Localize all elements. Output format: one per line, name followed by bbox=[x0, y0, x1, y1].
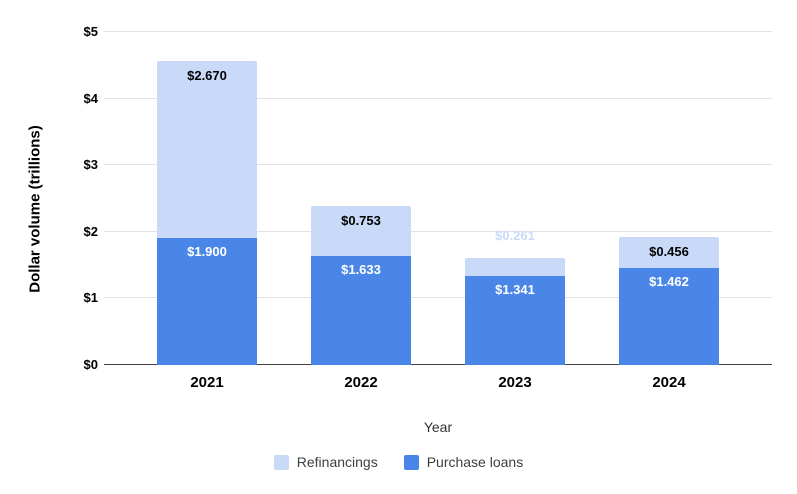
x-tick-label: 2022 bbox=[344, 374, 378, 391]
y-tick-label: $4 bbox=[83, 90, 98, 106]
gridline bbox=[104, 297, 772, 299]
x-tick-label: 2021 bbox=[190, 374, 224, 391]
x-axis-line bbox=[104, 364, 772, 365]
bar-segment-refinancings bbox=[157, 60, 257, 239]
legend-label: Refinancings bbox=[296, 454, 378, 470]
value-label-refinancings: $0.261 bbox=[495, 228, 535, 244]
bar-group-2021: $2.670 $1.900 2021 bbox=[157, 32, 257, 391]
value-label-purchase-loans: $1.462 bbox=[649, 273, 689, 289]
x-tick-label: 2024 bbox=[652, 374, 686, 391]
x-tick-label: 2023 bbox=[498, 374, 532, 391]
y-tick-label: $3 bbox=[83, 157, 98, 173]
bar-segment-purchase-loans bbox=[157, 238, 257, 365]
y-tick-label: $5 bbox=[83, 24, 98, 39]
gridline bbox=[104, 97, 772, 99]
bar-segment-refinancings bbox=[311, 206, 411, 257]
legend-label: Purchase loans bbox=[426, 454, 524, 470]
legend-swatch-icon bbox=[403, 454, 419, 470]
plot-area: $2.670 $1.900 2021 $0.753 $1.633 2022 $0.261 $1… bbox=[104, 31, 772, 391]
legend-item-purchase-loans: Purchase loans bbox=[403, 454, 524, 470]
gridline bbox=[104, 230, 772, 232]
gridline bbox=[104, 164, 772, 166]
legend-item-refinancings: Refinancings bbox=[273, 454, 378, 470]
value-label-refinancings: $0.456 bbox=[649, 244, 689, 260]
y-tick-label: $2 bbox=[83, 223, 98, 239]
value-label-purchase-loans: $1.633 bbox=[341, 262, 381, 278]
bar-segment-purchase-loans bbox=[311, 256, 411, 365]
gridline bbox=[104, 31, 772, 32]
value-label-purchase-loans: $1.900 bbox=[187, 244, 227, 260]
legend: Refinancings Purchase loans bbox=[0, 451, 797, 473]
bar-segment-refinancings bbox=[619, 237, 719, 268]
legend-swatch-icon bbox=[273, 454, 289, 470]
y-axis-title: Dollar volume (trillions) bbox=[26, 125, 44, 293]
bar-group-2024: $0.456 $1.462 2024 bbox=[619, 32, 719, 391]
value-label-refinancings: $0.753 bbox=[341, 213, 381, 229]
y-tick-label: $1 bbox=[83, 290, 98, 306]
value-label-purchase-loans: $1.341 bbox=[495, 281, 535, 297]
y-tick-label: $0 bbox=[83, 357, 98, 372]
bar-group-2023: $0.261 $1.341 2023 bbox=[465, 32, 565, 391]
value-label-refinancings: $2.670 bbox=[187, 67, 227, 83]
x-axis-title: Year bbox=[423, 419, 453, 435]
bar-segment-refinancings bbox=[465, 258, 565, 276]
bar-segment-purchase-loans bbox=[465, 275, 565, 365]
bar-segment-purchase-loans bbox=[619, 267, 719, 365]
bar-group-2022: $0.753 $1.633 2022 bbox=[311, 32, 411, 391]
